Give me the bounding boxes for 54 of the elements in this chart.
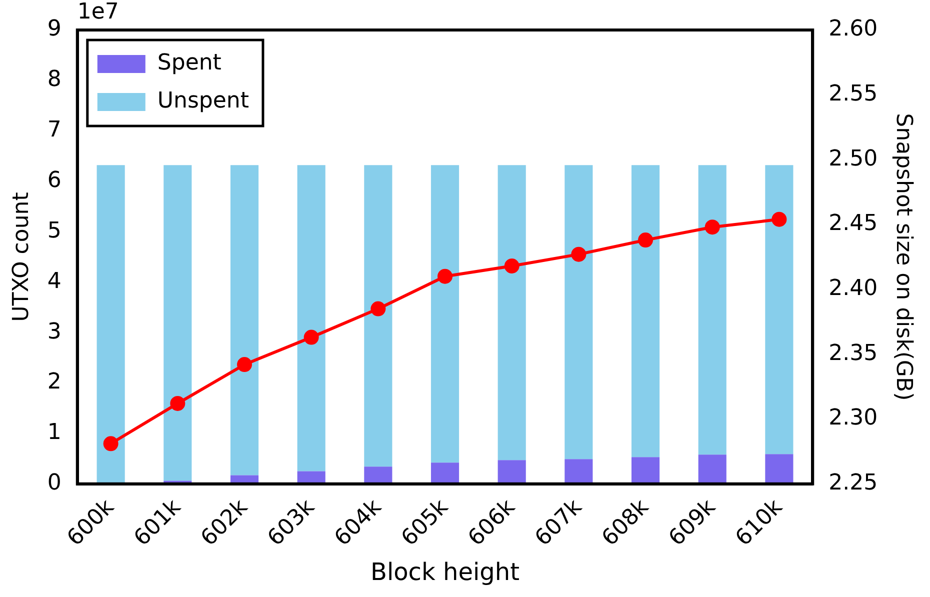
y2-tick-label: 2.55 (828, 82, 878, 107)
y-tick-label: 6 (47, 168, 62, 193)
point (704, 220, 720, 235)
y-tick-label: 0 (47, 470, 62, 496)
point (772, 212, 787, 227)
y-tick-label: 5 (47, 218, 62, 244)
text: 1e7 (77, 0, 119, 25)
bar (297, 165, 326, 472)
point (236, 357, 252, 372)
bar (698, 454, 726, 484)
x-axis-title: Block height (370, 558, 520, 586)
bar (498, 165, 526, 460)
y-tick-label: 7 (47, 118, 62, 143)
bar (364, 466, 392, 484)
bar (230, 165, 259, 476)
y2-tick-label: 2.30 (828, 406, 878, 431)
y-tick-label: 3 (47, 319, 62, 344)
y-tick-label: 8 (47, 67, 62, 92)
legend-label: Spent (157, 50, 222, 76)
bar (430, 462, 460, 484)
bar (430, 165, 460, 463)
point (571, 246, 586, 262)
bar (765, 454, 794, 484)
bar (96, 165, 125, 484)
y2-tick-label: 2.40 (828, 276, 878, 302)
legend-label: Unspent (157, 88, 250, 114)
y-axis-title: UTXO count (8, 192, 34, 322)
bar (564, 459, 593, 484)
bar (765, 165, 794, 454)
point (304, 330, 319, 345)
bar (498, 460, 526, 484)
bar (698, 165, 726, 455)
point (504, 258, 520, 274)
y2-tick-label: 2.25 (828, 470, 878, 496)
bar (564, 165, 593, 460)
point (438, 268, 453, 284)
point (103, 436, 118, 452)
y-tick-label: 4 (47, 268, 62, 294)
y-tick-label: 1 (47, 420, 62, 446)
bar (297, 471, 326, 484)
bar (364, 165, 392, 467)
y-tick-label: 2 (47, 370, 62, 395)
y2-tick-label: 2.45 (828, 211, 878, 236)
y-tick-label: 9 (47, 16, 62, 42)
y2-axis-title: Snapshot size on disk(GB) (891, 113, 916, 401)
point (638, 232, 654, 248)
y2-tick-label: 2.50 (828, 146, 878, 172)
bar (164, 165, 192, 481)
bar (631, 165, 660, 458)
bar (631, 457, 660, 484)
y2-tick-label: 2.60 (828, 16, 878, 42)
y2-tick-label: 2.35 (828, 340, 878, 366)
point (370, 301, 386, 316)
point (170, 396, 186, 411)
